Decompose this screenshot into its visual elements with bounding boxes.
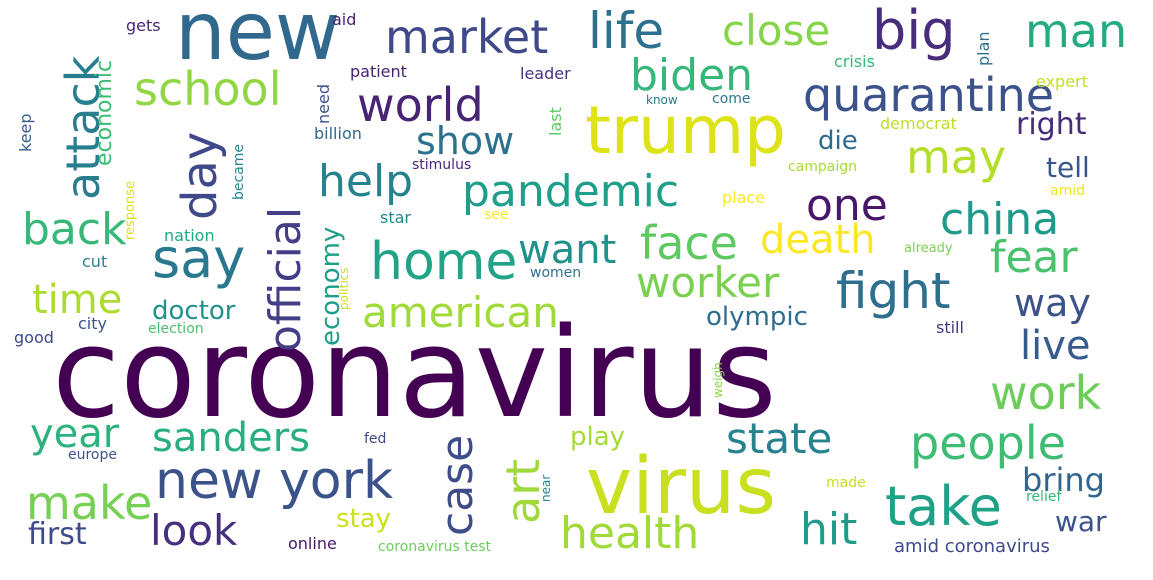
word-work: work	[990, 366, 1102, 420]
word-want: want	[518, 227, 617, 273]
word-right: right	[1016, 107, 1087, 142]
word-amid-coronavirus: amid coronavirus	[894, 536, 1050, 557]
word-democrat: democrat	[880, 114, 957, 133]
word-worker: worker	[636, 258, 780, 307]
word-take: take	[885, 475, 1002, 538]
word-live: live	[1020, 323, 1091, 369]
word-home: home	[370, 232, 518, 292]
word-official: official	[260, 206, 311, 352]
word-still: still	[936, 318, 964, 337]
word-face: face	[640, 216, 738, 270]
word-look: look	[150, 506, 238, 555]
word-billion: billion	[314, 124, 362, 143]
word-see: see	[484, 207, 509, 223]
word-big: big	[872, 0, 956, 62]
word-help: help	[318, 156, 414, 207]
word-plan: plan	[974, 31, 993, 66]
word-amid: amid	[1050, 183, 1085, 199]
word-women: women	[530, 265, 582, 281]
word-one: one	[806, 180, 888, 231]
word-politics: politics	[337, 267, 351, 310]
word-europe: europe	[68, 447, 117, 463]
word-back: back	[22, 204, 127, 255]
word-campaign: campaign	[788, 159, 858, 175]
word-quarantine: quarantine	[803, 68, 1055, 122]
word-first: first	[28, 517, 87, 552]
word-star: star	[380, 208, 411, 227]
word-school: school	[134, 62, 282, 116]
word-gets: gets	[126, 16, 161, 35]
word-city: city	[78, 314, 107, 333]
word-say: say	[152, 227, 246, 290]
word-stay: stay	[336, 504, 392, 534]
word-way: way	[1014, 281, 1091, 325]
word-play: play	[570, 422, 626, 452]
word-keep: keep	[16, 113, 35, 152]
word-people: people	[910, 416, 1066, 470]
word-made: made	[826, 475, 866, 491]
word-market: market	[385, 10, 549, 64]
word-man: man	[1025, 4, 1128, 58]
word-time: time	[32, 277, 123, 323]
word-online: online	[288, 534, 337, 553]
word-patient: patient	[350, 62, 407, 81]
word-die: die	[818, 126, 858, 156]
word-world: world	[357, 78, 484, 132]
word-case: case	[432, 434, 483, 536]
word-response: response	[123, 180, 138, 240]
word-fed: fed	[364, 431, 387, 447]
word-china: china	[940, 194, 1060, 245]
word-hit: hit	[800, 504, 858, 555]
word-fear: fear	[990, 232, 1078, 283]
word-pandemic: pandemic	[462, 166, 680, 217]
word-coronavirus-test: coronavirus test	[378, 539, 492, 555]
word-show: show	[416, 119, 515, 163]
word-already: already	[904, 241, 953, 256]
word-expert: expert	[1036, 72, 1088, 91]
word-need: need	[314, 84, 333, 124]
word-state: state	[726, 414, 833, 463]
word-biden: biden	[630, 50, 754, 101]
word-economic: economic	[92, 59, 117, 166]
word-come: come	[712, 91, 751, 107]
word-know: know	[646, 93, 678, 107]
word-new-york: new york	[155, 451, 394, 511]
word-olympic: olympic	[706, 302, 808, 332]
word-doctor: doctor	[152, 296, 236, 326]
word-election: election	[148, 321, 204, 337]
word-weigh: weigh	[711, 362, 725, 398]
word-health: health	[560, 508, 700, 559]
word-tell: tell	[1046, 151, 1090, 184]
word-crisis: crisis	[834, 52, 875, 71]
word-war: war	[1055, 505, 1107, 538]
word-relief: relief	[1026, 489, 1062, 505]
word-leader: leader	[520, 64, 571, 83]
word-new: new	[175, 0, 341, 78]
word-make: make	[26, 476, 153, 530]
word-trump: trump	[585, 92, 787, 169]
word-close: close	[722, 6, 831, 55]
word-virus: virus	[586, 442, 776, 532]
word-fight: fight	[836, 262, 951, 320]
word-american: american	[362, 288, 559, 337]
word-may: may	[906, 130, 1007, 184]
word-good: good	[14, 328, 54, 347]
word-place: place	[722, 188, 766, 207]
word-bring: bring	[1022, 461, 1105, 499]
word-aid: aid	[332, 10, 357, 29]
word-life: life	[588, 2, 665, 60]
word-coronavirus: coronavirus	[52, 302, 777, 446]
word-stimulus: stimulus	[412, 157, 472, 173]
word-near: near	[539, 474, 553, 502]
word-last: last	[546, 107, 565, 136]
word-cut: cut	[82, 252, 108, 271]
word-day: day	[172, 131, 228, 220]
word-became: became	[231, 143, 247, 200]
word-nation: nation	[164, 226, 215, 245]
word-death: death	[760, 217, 876, 263]
word-year: year	[30, 411, 120, 457]
word-sanders: sanders	[152, 415, 310, 461]
